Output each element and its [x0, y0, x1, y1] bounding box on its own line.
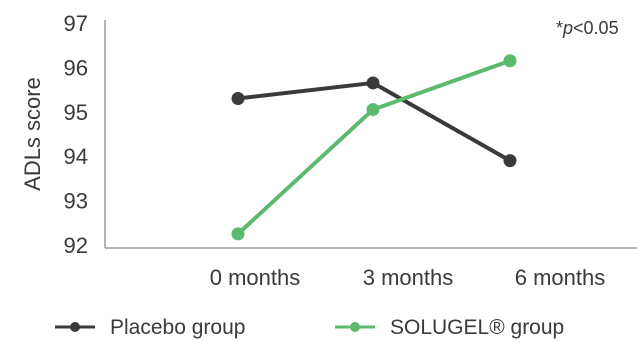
y-tick-labels: 92 93 94 95 96 97: [64, 11, 88, 258]
legend-label-placebo: Placebo group: [110, 316, 245, 339]
legend: Placebo group SOLUGEL® group: [55, 316, 564, 339]
series-line-placebo: [237, 80, 511, 163]
x-tick-label: 6 months: [515, 265, 606, 290]
legend-item-placebo: Placebo group: [55, 316, 245, 339]
y-tick-label: 94: [64, 144, 88, 169]
y-tick-label: 92: [64, 233, 88, 258]
data-point-placebo: [366, 76, 380, 90]
legend-label-solugel: SOLUGEL® group: [390, 316, 564, 339]
x-tick-label: 0 months: [210, 265, 301, 290]
y-tick-label: 93: [64, 189, 88, 214]
x-tick-label: 3 months: [363, 265, 454, 290]
significance-note: *p<0.05: [556, 18, 619, 38]
y-tick-label: 97: [64, 11, 88, 36]
data-point-solugel: [231, 227, 245, 241]
data-point-solugel: [366, 103, 380, 117]
legend-marker-placebo: [70, 322, 80, 332]
series-points: [231, 54, 517, 241]
y-tick-label: 95: [64, 100, 88, 125]
y-tick-label: 96: [64, 55, 88, 80]
legend-item-solugel: SOLUGEL® group: [335, 316, 564, 339]
data-point-placebo: [503, 154, 517, 168]
legend-marker-solugel: [350, 322, 360, 332]
data-point-solugel: [503, 54, 517, 68]
y-axis-label: ADLs score: [20, 77, 45, 191]
data-point-placebo: [231, 91, 245, 105]
x-tick-labels: 0 months 3 months 6 months: [210, 265, 606, 290]
